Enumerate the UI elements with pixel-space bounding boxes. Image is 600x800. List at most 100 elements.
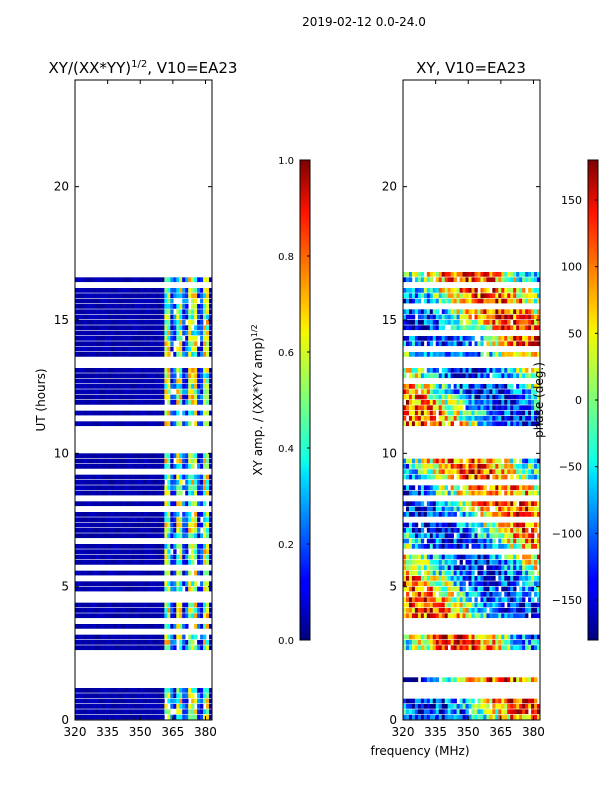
heatmap-cell — [152, 714, 156, 720]
heatmap-cell — [480, 704, 484, 709]
heatmap-cell — [420, 634, 425, 640]
heatmap-cell — [95, 394, 100, 400]
heatmap-cell — [179, 709, 183, 715]
heatmap-cell — [420, 341, 425, 347]
heatmap-cell — [77, 368, 82, 373]
heatmap-cell — [152, 698, 156, 704]
heatmap-cell — [209, 512, 212, 517]
heatmap-cell — [525, 704, 529, 709]
heatmap-cell — [519, 394, 523, 400]
heatmap-cell — [158, 346, 162, 352]
heatmap-cell — [480, 314, 484, 320]
heatmap-cell — [191, 314, 195, 320]
heatmap-cell — [480, 570, 484, 576]
heatmap-cell — [432, 474, 437, 480]
heatmap-cell — [176, 288, 180, 293]
heatmap-cell — [95, 581, 100, 587]
heatmap-cell — [158, 704, 162, 709]
heatmap-cell — [459, 597, 463, 603]
heatmap-cell — [534, 336, 538, 341]
heatmap-cell — [423, 608, 428, 613]
heatmap-cell — [459, 373, 463, 379]
heatmap-cell — [534, 592, 538, 597]
heatmap-cell — [137, 352, 141, 357]
heatmap-cell — [507, 522, 511, 528]
heatmap-cell — [513, 394, 517, 400]
heatmap-cell — [429, 352, 434, 357]
heatmap-cell — [83, 453, 88, 459]
heatmap-cell — [80, 384, 85, 389]
heatmap-cell — [95, 400, 100, 405]
heatmap-cell — [462, 416, 466, 421]
heatmap-cell — [459, 645, 463, 651]
heatmap-cell — [450, 458, 454, 464]
heatmap-cell — [450, 597, 454, 603]
heatmap-cell — [453, 325, 457, 331]
heatmap-cell — [80, 400, 85, 405]
heatmap-cell — [459, 565, 463, 571]
heatmap-cell — [504, 506, 508, 512]
heatmap-cell — [185, 528, 189, 533]
heatmap-cell — [522, 704, 526, 709]
heatmap-cell — [403, 490, 407, 496]
heatmap-cell — [158, 368, 162, 373]
heatmap-cell — [426, 608, 431, 613]
heatmap-cell — [176, 378, 180, 384]
heatmap-cell — [104, 485, 109, 491]
heatmap-cell — [432, 698, 437, 704]
heatmap-cell — [110, 709, 115, 715]
heatmap-cell — [435, 677, 440, 683]
heatmap-cell — [441, 458, 445, 464]
heatmap-cell — [504, 565, 508, 571]
heatmap-cell — [450, 570, 454, 576]
heatmap-cell — [98, 549, 103, 555]
heatmap-cell — [465, 565, 469, 571]
heatmap-cell — [137, 501, 141, 507]
heatmap-cell — [522, 528, 526, 533]
heatmap-cell — [534, 368, 538, 373]
heatmap-cell — [188, 394, 192, 400]
heatmap-cell — [423, 592, 428, 597]
heatmap-cell — [89, 453, 94, 459]
heatmap-cell — [411, 389, 416, 395]
heatmap-cell — [176, 485, 180, 491]
heatmap-cell — [113, 384, 117, 389]
heatmap-cell — [89, 336, 94, 341]
heatmap-cell — [417, 421, 422, 427]
heatmap-cell — [128, 517, 132, 523]
heatmap-cell — [149, 704, 153, 709]
heatmap-cell — [435, 309, 440, 315]
heatmap-cell — [447, 554, 451, 560]
heatmap-cell — [462, 581, 466, 587]
heatmap-cell — [95, 389, 100, 395]
heatmap-cell — [155, 309, 159, 315]
heatmap-cell — [86, 394, 91, 400]
heatmap-cell — [534, 314, 538, 320]
heatmap-cell — [89, 554, 94, 560]
heatmap-cell — [534, 714, 538, 720]
heatmap-cell — [149, 608, 153, 613]
heatmap-cell — [164, 501, 168, 507]
heatmap-cell — [107, 480, 112, 485]
heatmap-cell — [155, 346, 159, 352]
colorbar-tick-label: 0.4 — [278, 444, 294, 455]
heatmap-cell — [122, 709, 126, 715]
heatmap-cell — [143, 400, 147, 405]
heatmap-cell — [471, 544, 475, 549]
heatmap-cell — [408, 458, 413, 464]
heatmap-cell — [119, 330, 123, 336]
heatmap-cell — [116, 613, 120, 619]
heatmap-cell — [423, 485, 428, 491]
heatmap-cell — [206, 309, 210, 315]
heatmap-cell — [143, 533, 147, 539]
heatmap-cell — [501, 314, 505, 320]
heatmap-cell — [438, 458, 443, 464]
heatmap-cell — [185, 608, 189, 613]
heatmap-cell — [116, 368, 120, 373]
heatmap-cell — [167, 464, 171, 469]
heatmap-cell — [525, 501, 529, 507]
heatmap-cell — [137, 560, 141, 565]
heatmap-cell — [86, 314, 91, 320]
heatmap-cell — [134, 714, 138, 720]
heatmap-cell — [155, 528, 159, 533]
